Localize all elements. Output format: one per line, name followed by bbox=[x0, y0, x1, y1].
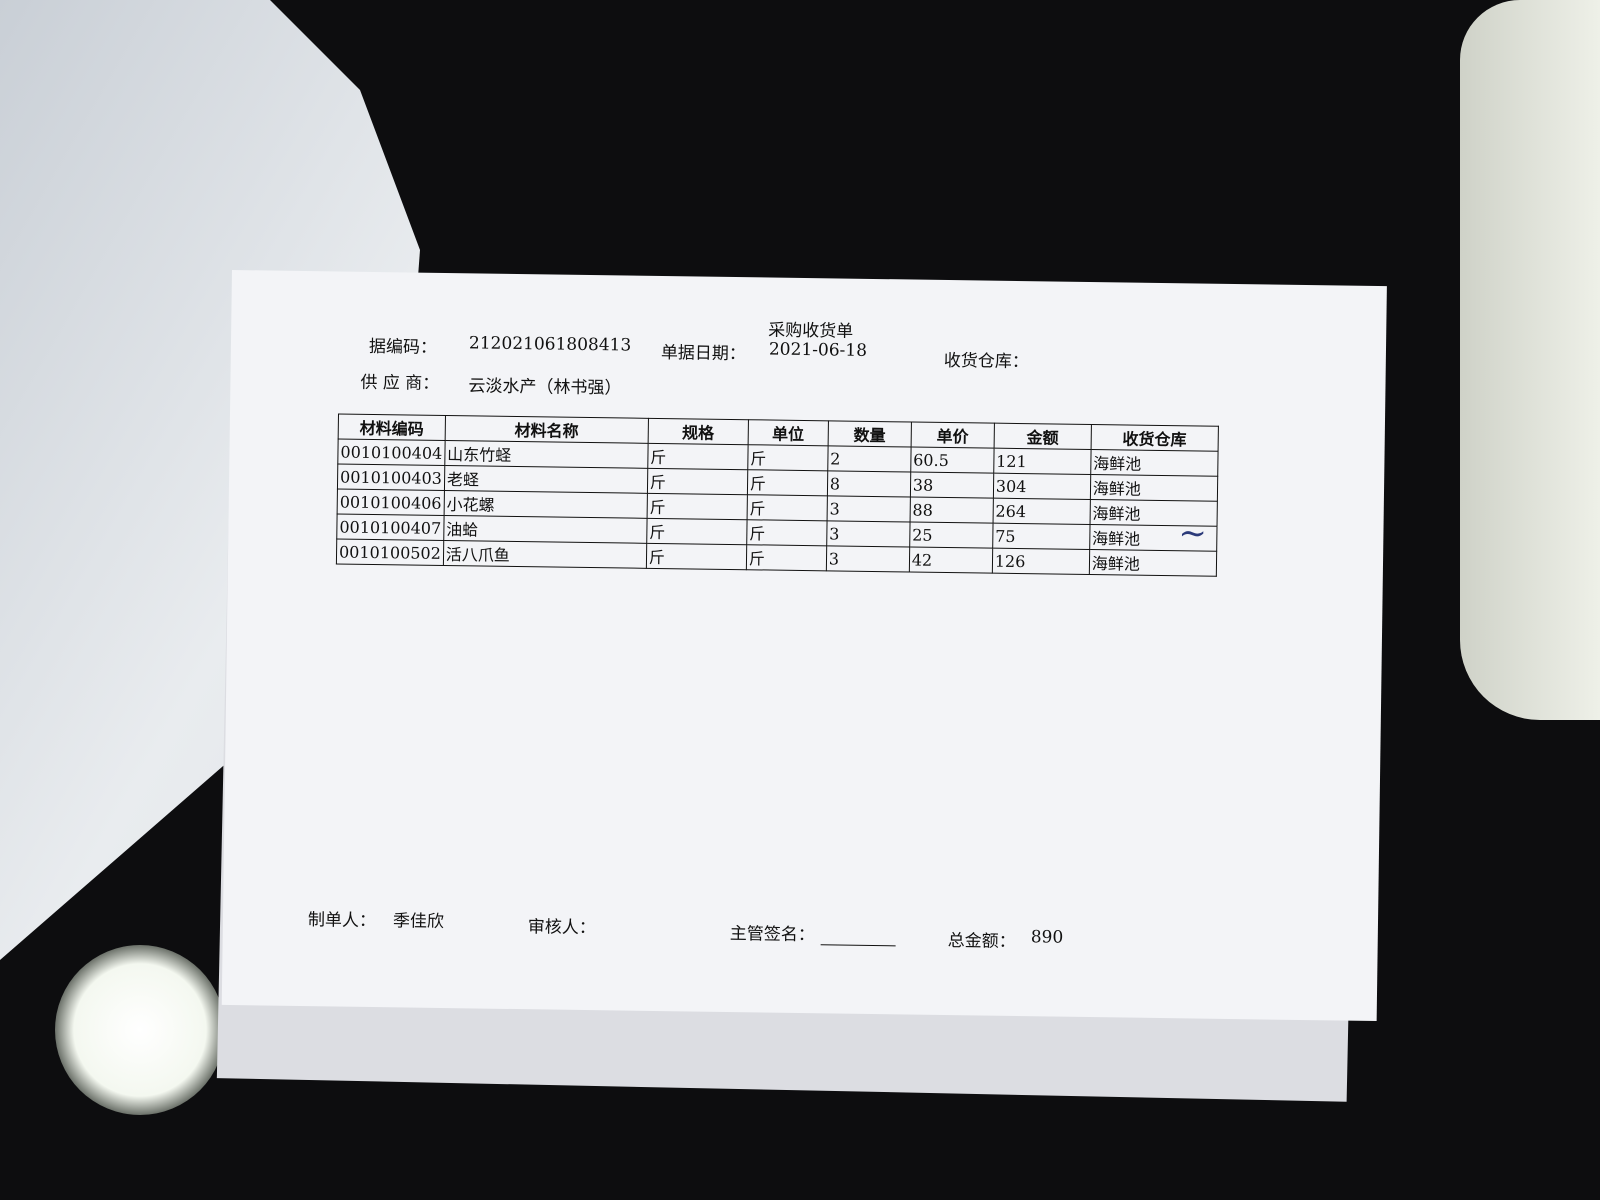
table-cell: 0010100403 bbox=[337, 463, 445, 491]
table-cell: 2 bbox=[827, 445, 911, 472]
table-cell: 0010100406 bbox=[337, 488, 445, 516]
table-cell: 88 bbox=[909, 496, 994, 524]
column-header: 材料名称 bbox=[444, 415, 649, 444]
signature: ~ bbox=[1178, 513, 1208, 554]
label: 总金额： bbox=[947, 931, 1016, 953]
column-header: 规格 bbox=[647, 418, 749, 445]
lamp-glare bbox=[55, 945, 225, 1115]
table-cell: 42 bbox=[909, 546, 993, 574]
table-cell: 3 bbox=[826, 495, 911, 522]
table-cell: 0010100502 bbox=[336, 538, 444, 566]
column-header: 收货仓库 bbox=[1090, 424, 1219, 452]
table-cell: 斤 bbox=[746, 519, 827, 546]
value: 2021-06-18 bbox=[768, 339, 868, 361]
table-cell: 海鲜池 bbox=[1090, 474, 1218, 502]
table-cell: 斤 bbox=[647, 443, 748, 470]
title: 采购收货单 bbox=[768, 320, 854, 342]
table-cell: 3 bbox=[826, 545, 910, 572]
table-cell: 海鲜池 bbox=[1090, 449, 1218, 477]
table-cell: 斤 bbox=[647, 468, 748, 495]
table-cell: 304 bbox=[993, 473, 1091, 500]
label: 单据日期： bbox=[660, 342, 747, 365]
table-cell: 264 bbox=[992, 498, 1091, 525]
table-cell: 斤 bbox=[646, 518, 747, 545]
column-header: 单价 bbox=[910, 421, 995, 449]
table-cell: 斤 bbox=[746, 544, 827, 571]
table-cell: 山东竹蛏 bbox=[444, 440, 648, 469]
items-table: 材料编码 材料名称 规格 单位 数量 单价 金额 收货仓库 0010100404 山东竹蛏斤斤 2 6… bbox=[336, 413, 1219, 577]
value: 云淡水产（林书强） bbox=[468, 376, 622, 399]
label: 供 应 商： bbox=[360, 372, 440, 394]
table-cell: 老蛏 bbox=[444, 465, 648, 494]
table-cell: 0010100404 bbox=[337, 438, 445, 466]
value: 212021061808413 bbox=[468, 333, 632, 356]
table-cell: 25 bbox=[909, 521, 993, 549]
device bbox=[1460, 0, 1600, 720]
table-cell: 活八爪鱼 bbox=[443, 540, 647, 569]
table-cell: 0010100407 bbox=[336, 513, 444, 541]
column-header: 材料编码 bbox=[338, 414, 446, 441]
label: 审核人： bbox=[527, 917, 596, 939]
label: 制单人： bbox=[307, 910, 377, 932]
label: 主管签名： bbox=[729, 924, 815, 946]
table-cell: 60.5 bbox=[910, 446, 994, 474]
value: 890 bbox=[1030, 927, 1064, 948]
table-cell: 小花螺 bbox=[443, 490, 648, 519]
table-cell: 斤 bbox=[747, 469, 828, 496]
column-header: 金额 bbox=[993, 423, 1092, 450]
table-cell: 斤 bbox=[646, 543, 747, 570]
column-header: 数量 bbox=[827, 420, 912, 447]
table-cell: 斤 bbox=[747, 444, 828, 471]
value: 季佳欣 bbox=[392, 911, 445, 933]
label: 收货仓库： bbox=[943, 350, 1029, 373]
label: 主管签名： bbox=[729, 919, 896, 947]
label: 据编码： bbox=[368, 336, 438, 358]
table-cell: 3 bbox=[826, 520, 910, 547]
table-cell: 8 bbox=[827, 470, 911, 497]
table-cell: 油蛤 bbox=[443, 515, 647, 544]
receipt: 采购收货单 据编码： 212021061808413 单据日期： 2021-06… bbox=[221, 270, 1387, 1022]
table-cell: 38 bbox=[910, 471, 994, 499]
table-cell: 斤 bbox=[646, 493, 748, 520]
table-cell: 斤 bbox=[746, 494, 828, 521]
column-header: 单位 bbox=[747, 419, 829, 446]
underline bbox=[820, 930, 896, 947]
table-cell: 126 bbox=[992, 548, 1090, 575]
table-cell: 75 bbox=[992, 523, 1090, 550]
table-cell: 121 bbox=[993, 448, 1091, 475]
